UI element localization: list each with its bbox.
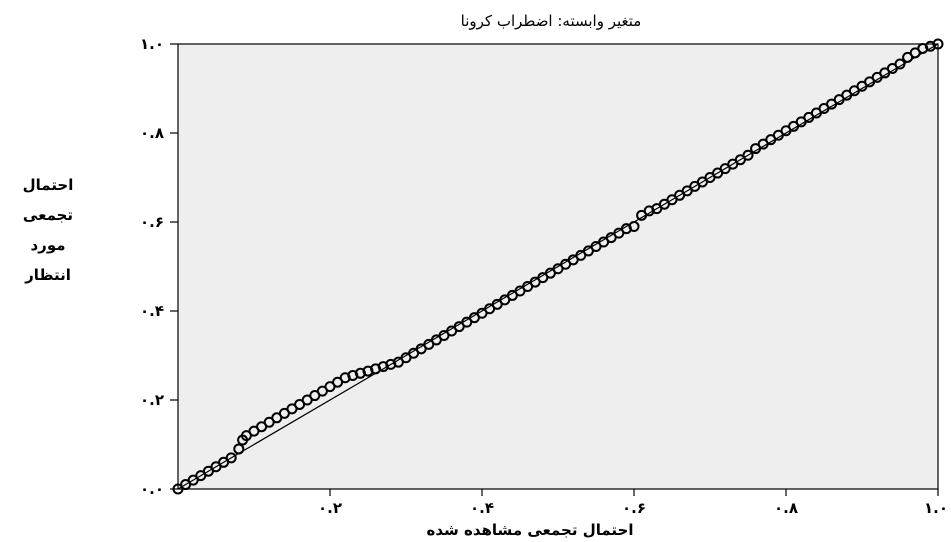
y-tick-label: ۰.۰: [140, 480, 164, 498]
chart-title: متغیر وابسته: اضطراب کرونا: [461, 12, 642, 30]
x-tick-label: ۰.۴: [470, 499, 494, 517]
data-point: [742, 149, 754, 161]
y-axis-title-line: مورد: [30, 236, 65, 254]
y-axis-title-line: احتمال: [23, 176, 74, 194]
y-tick-label: ۱.۰: [140, 35, 164, 53]
y-tick-label: ۰.۲: [140, 391, 164, 409]
y-tick-label: ۰.۶: [140, 213, 164, 231]
data-point: [628, 220, 640, 232]
y-axis-title: احتمال تجمعی مورد انتظار: [23, 176, 74, 284]
x-axis-ticks: ۰.۲ ۰.۴ ۰.۶ ۰.۸ ۱.۰: [318, 489, 948, 517]
data-points-group: [172, 38, 944, 495]
data-point: [225, 452, 237, 464]
data-point: [894, 58, 906, 70]
x-tick-label: ۰.۲: [318, 499, 342, 517]
y-axis-title-line: تجمعی: [23, 206, 73, 224]
data-point: [932, 38, 944, 50]
data-point: [233, 443, 245, 455]
reference-line: [177, 43, 939, 490]
reference-line-group: [177, 43, 939, 490]
y-tick-label: ۰.۴: [140, 302, 164, 320]
x-tick-label: ۰.۸: [774, 499, 798, 517]
y-axis-ticks: ۰.۰ ۰.۲ ۰.۴ ۰.۶ ۰.۸ ۱.۰: [140, 35, 178, 498]
y-tick-label: ۰.۸: [140, 124, 164, 142]
x-axis-title: احتمال تجمعی مشاهده شده: [427, 521, 634, 539]
x-tick-label: ۱.۰: [924, 499, 948, 517]
y-axis-title-line: انتظار: [24, 266, 71, 284]
x-tick-label: ۰.۶: [622, 499, 646, 517]
